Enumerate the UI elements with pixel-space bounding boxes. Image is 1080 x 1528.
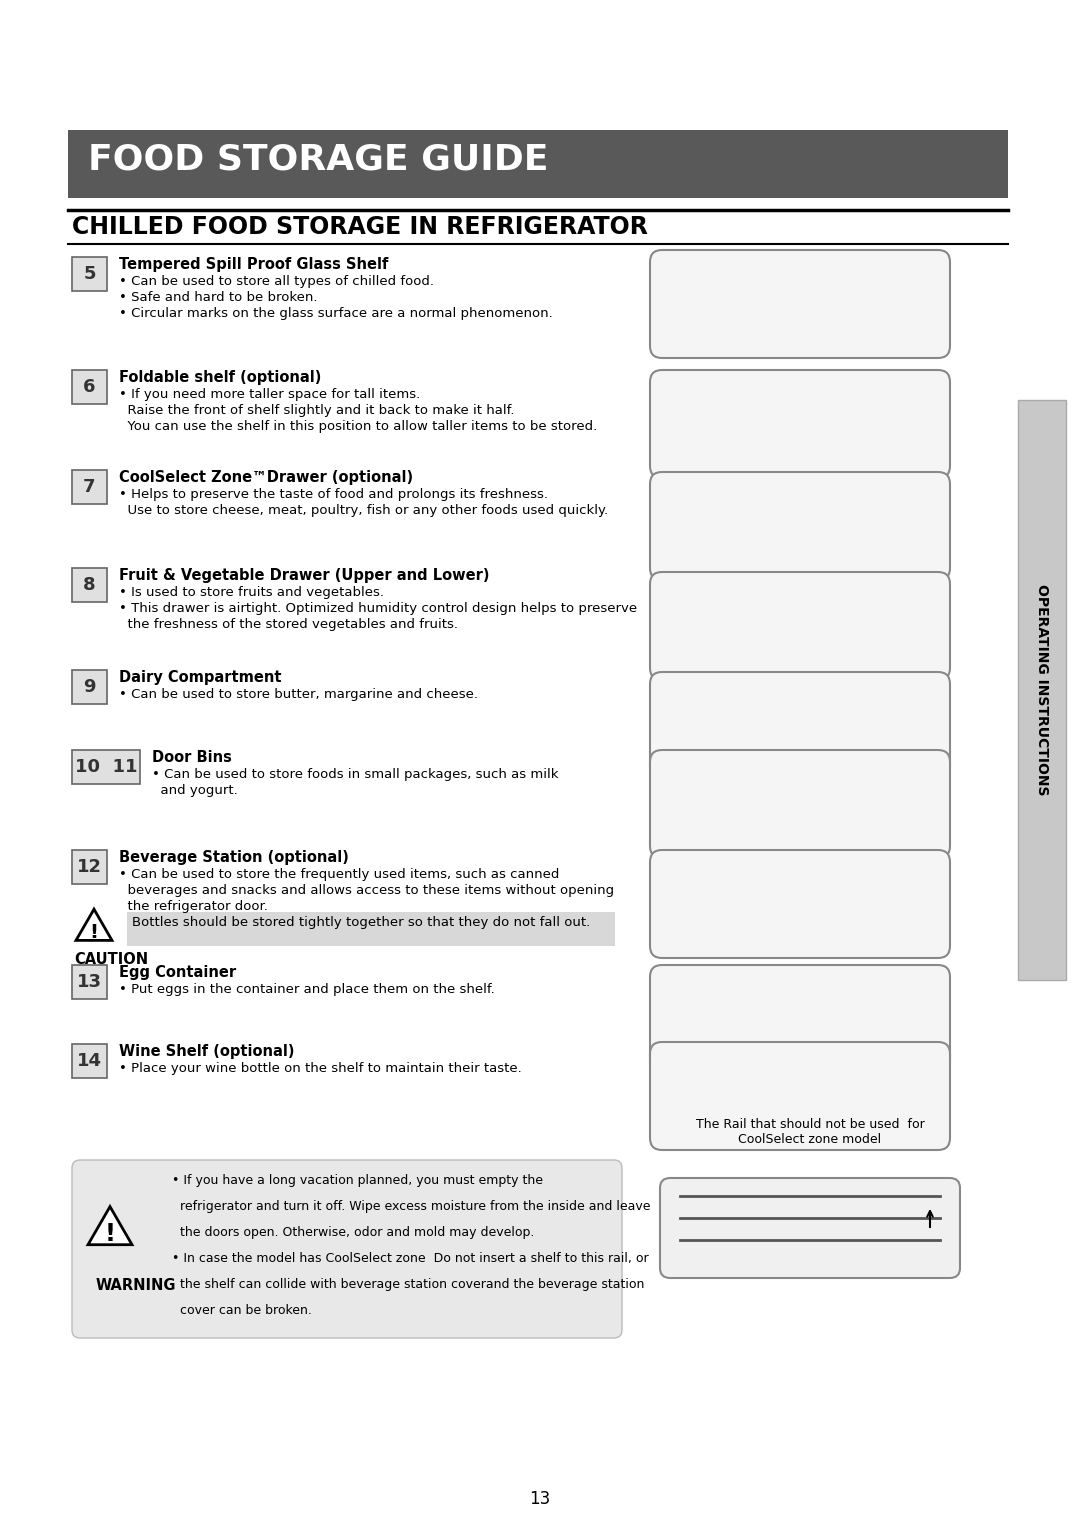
Text: 14: 14 bbox=[77, 1051, 102, 1070]
Bar bbox=[72, 568, 107, 602]
Bar bbox=[1018, 400, 1066, 979]
Text: Door Bins: Door Bins bbox=[152, 750, 232, 766]
Text: The Rail that should not be used  for
CoolSelect zone model: The Rail that should not be used for Coo… bbox=[696, 1118, 924, 1146]
Text: the shelf can collide with beverage station coverand the beverage station: the shelf can collide with beverage stat… bbox=[172, 1277, 645, 1291]
Text: You can use the shelf in this position to allow taller items to be stored.: You can use the shelf in this position t… bbox=[119, 420, 597, 432]
FancyBboxPatch shape bbox=[650, 370, 950, 478]
Text: • Circular marks on the glass surface are a normal phenomenon.: • Circular marks on the glass surface ar… bbox=[119, 307, 553, 319]
Text: and yogurt.: and yogurt. bbox=[152, 784, 238, 798]
FancyBboxPatch shape bbox=[650, 672, 950, 779]
Text: the refrigerator door.: the refrigerator door. bbox=[119, 900, 268, 914]
Bar bbox=[72, 257, 107, 290]
Text: the freshness of the stored vegetables and fruits.: the freshness of the stored vegetables a… bbox=[119, 617, 458, 631]
Bar bbox=[72, 850, 107, 885]
Text: CAUTION: CAUTION bbox=[75, 952, 148, 967]
Text: 13: 13 bbox=[77, 973, 102, 992]
Text: Tempered Spill Proof Glass Shelf: Tempered Spill Proof Glass Shelf bbox=[119, 257, 389, 272]
FancyBboxPatch shape bbox=[650, 472, 950, 581]
Text: OPERATING INSTRUCTIONS: OPERATING INSTRUCTIONS bbox=[1035, 584, 1049, 796]
Text: • Is used to store fruits and vegetables.: • Is used to store fruits and vegetables… bbox=[119, 587, 384, 599]
Text: WARNING: WARNING bbox=[96, 1277, 176, 1293]
Text: 6: 6 bbox=[83, 377, 96, 396]
Text: Raise the front of shelf slightly and it back to make it half.: Raise the front of shelf slightly and it… bbox=[119, 403, 514, 417]
FancyBboxPatch shape bbox=[650, 750, 950, 859]
FancyBboxPatch shape bbox=[650, 966, 950, 1073]
Text: • Can be used to store all types of chilled food.: • Can be used to store all types of chil… bbox=[119, 275, 434, 287]
Bar bbox=[72, 966, 107, 999]
Text: • If you have a long vacation planned, you must empty the: • If you have a long vacation planned, y… bbox=[172, 1174, 543, 1187]
Bar bbox=[127, 912, 615, 946]
Text: Beverage Station (optional): Beverage Station (optional) bbox=[119, 850, 349, 865]
Text: the doors open. Otherwise, odor and mold may develop.: the doors open. Otherwise, odor and mold… bbox=[172, 1225, 535, 1239]
Text: refrigerator and turn it off. Wipe excess moisture from the inside and leave: refrigerator and turn it off. Wipe exces… bbox=[172, 1199, 650, 1213]
FancyBboxPatch shape bbox=[650, 251, 950, 358]
Text: Fruit & Vegetable Drawer (Upper and Lower): Fruit & Vegetable Drawer (Upper and Lowe… bbox=[119, 568, 489, 584]
Text: Egg Container: Egg Container bbox=[119, 966, 237, 979]
Text: Foldable shelf (optional): Foldable shelf (optional) bbox=[119, 370, 322, 385]
Text: Use to store cheese, meat, poultry, fish or any other foods used quickly.: Use to store cheese, meat, poultry, fish… bbox=[119, 504, 608, 516]
Text: • Can be used to store butter, margarine and cheese.: • Can be used to store butter, margarine… bbox=[119, 688, 478, 701]
Bar bbox=[68, 130, 1008, 199]
Text: 5: 5 bbox=[83, 264, 96, 283]
Text: • Helps to preserve the taste of food and prolongs its freshness.: • Helps to preserve the taste of food an… bbox=[119, 487, 548, 501]
FancyBboxPatch shape bbox=[72, 1160, 622, 1339]
Text: FOOD STORAGE GUIDE: FOOD STORAGE GUIDE bbox=[87, 142, 549, 176]
Text: • Put eggs in the container and place them on the shelf.: • Put eggs in the container and place th… bbox=[119, 983, 495, 996]
Text: Dairy Compartment: Dairy Compartment bbox=[119, 669, 282, 685]
Text: • This drawer is airtight. Optimized humidity control design helps to preserve: • This drawer is airtight. Optimized hum… bbox=[119, 602, 637, 614]
Text: CHILLED FOOD STORAGE IN REFRIGERATOR: CHILLED FOOD STORAGE IN REFRIGERATOR bbox=[72, 215, 648, 238]
Polygon shape bbox=[76, 909, 112, 940]
FancyBboxPatch shape bbox=[650, 850, 950, 958]
Text: 8: 8 bbox=[83, 576, 96, 594]
Polygon shape bbox=[87, 1207, 132, 1245]
Bar bbox=[72, 669, 107, 704]
Text: CoolSelect Zone™Drawer (optional): CoolSelect Zone™Drawer (optional) bbox=[119, 471, 414, 484]
Bar bbox=[72, 1044, 107, 1077]
Text: cover can be broken.: cover can be broken. bbox=[172, 1303, 312, 1317]
Bar bbox=[72, 471, 107, 504]
Text: 12: 12 bbox=[77, 859, 102, 876]
Text: beverages and snacks and allows access to these items without opening: beverages and snacks and allows access t… bbox=[119, 885, 615, 897]
Text: • Place your wine bottle on the shelf to maintain their taste.: • Place your wine bottle on the shelf to… bbox=[119, 1062, 522, 1076]
Text: 10  11: 10 11 bbox=[75, 758, 137, 776]
Text: Wine Shelf (optional): Wine Shelf (optional) bbox=[119, 1044, 295, 1059]
Text: • In case the model has CoolSelect zone  Do not insert a shelf to this rail, or: • In case the model has CoolSelect zone … bbox=[172, 1251, 649, 1265]
Text: • If you need more taller space for tall items.: • If you need more taller space for tall… bbox=[119, 388, 420, 400]
FancyBboxPatch shape bbox=[650, 1042, 950, 1151]
Bar bbox=[72, 370, 107, 403]
Text: 9: 9 bbox=[83, 678, 96, 695]
Text: !: ! bbox=[105, 1222, 116, 1245]
FancyBboxPatch shape bbox=[660, 1178, 960, 1277]
Text: • Safe and hard to be broken.: • Safe and hard to be broken. bbox=[119, 290, 318, 304]
Text: !: ! bbox=[90, 923, 98, 941]
Text: • Can be used to store the frequently used items, such as canned: • Can be used to store the frequently us… bbox=[119, 868, 559, 882]
Text: 13: 13 bbox=[529, 1490, 551, 1508]
FancyBboxPatch shape bbox=[650, 571, 950, 680]
Text: • Can be used to store foods in small packages, such as milk: • Can be used to store foods in small pa… bbox=[152, 769, 558, 781]
Bar bbox=[72, 750, 140, 784]
Text: Bottles should be stored tightly together so that they do not fall out.: Bottles should be stored tightly togethe… bbox=[132, 915, 591, 929]
Text: 7: 7 bbox=[83, 478, 96, 497]
